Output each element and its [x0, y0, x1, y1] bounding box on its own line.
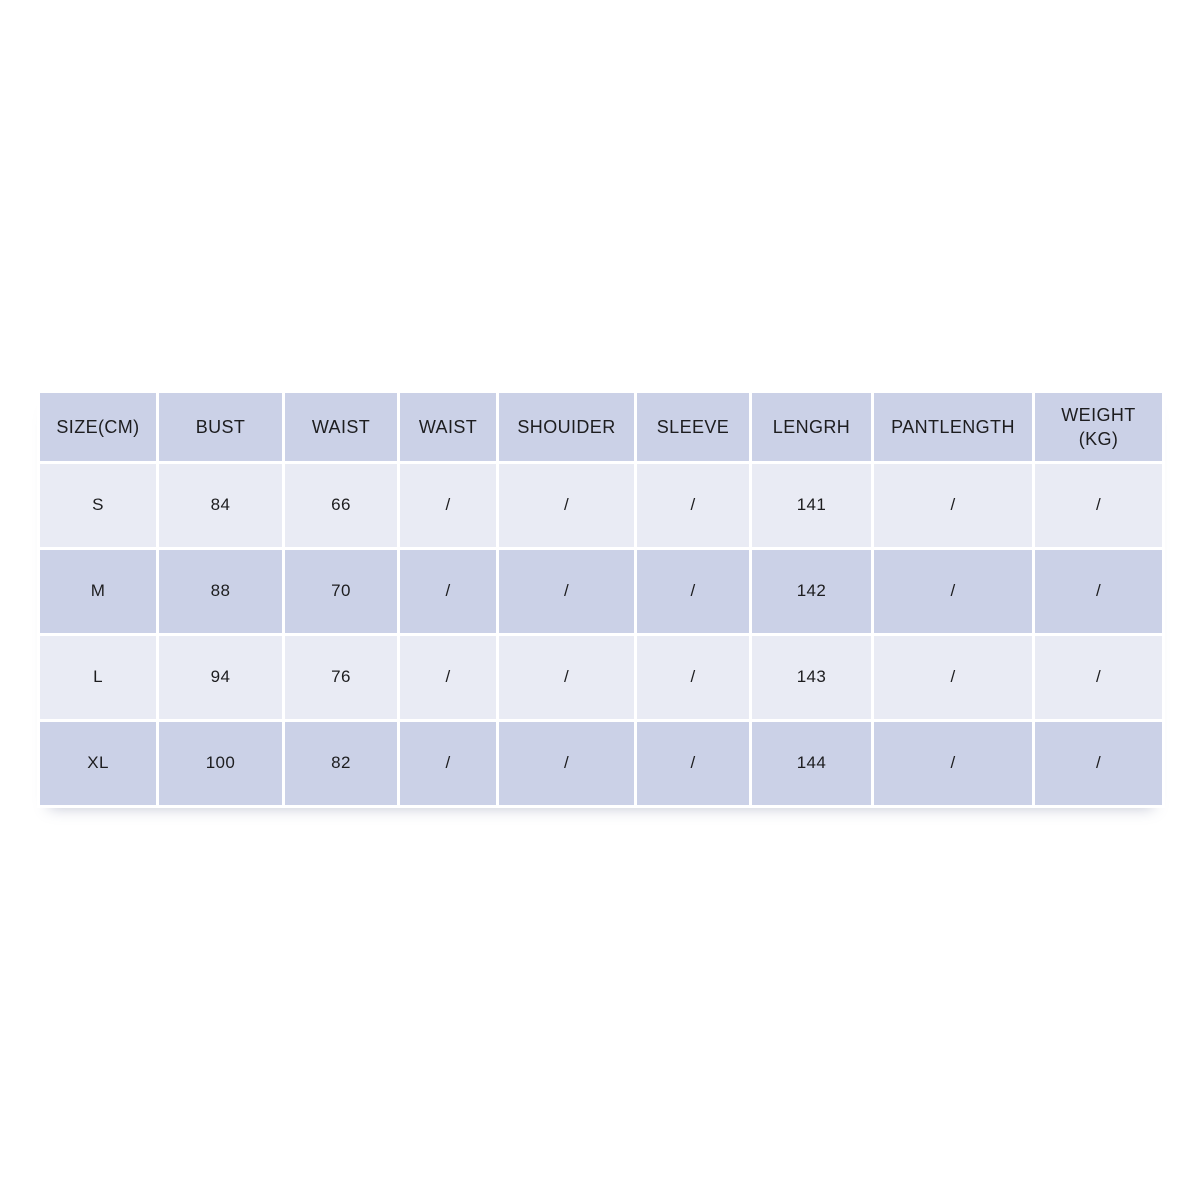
value-cell: 82 [282, 719, 400, 808]
value-cell: 143 [749, 633, 874, 722]
value-cell: 70 [282, 547, 400, 636]
value-cell: 144 [749, 719, 874, 808]
value-cell: / [496, 461, 637, 550]
header-cell-6: LENGRH [749, 390, 874, 464]
size-chart-body: S 84 66///141// M 88 70///142// L 94 76///143// X… [37, 461, 1165, 808]
header-cell-8: WEIGHT (KG) [1032, 390, 1165, 464]
value-cell: 142 [749, 547, 874, 636]
header-cell-3: WAIST [397, 390, 499, 464]
value-cell: / [397, 461, 499, 550]
size-label-cell: L [37, 633, 159, 722]
value-cell: / [496, 633, 637, 722]
value-cell: / [1032, 461, 1165, 550]
value-cell: 66 [282, 461, 400, 550]
header-cell-1: BUST [156, 390, 285, 464]
value-cell: / [871, 461, 1035, 550]
value-cell: / [397, 719, 499, 808]
size-chart-table: SIZE(CM) BUST WAIST WAIST SHOUIDER SLEEVE LENG… [37, 390, 1165, 808]
value-cell: / [634, 547, 752, 636]
value-cell: 84 [156, 461, 285, 550]
table-row-s: S 84 66///141// [37, 461, 1165, 550]
value-cell: 141 [749, 461, 874, 550]
header-cell-7: PANTLENGTH [871, 390, 1035, 464]
value-cell: / [871, 547, 1035, 636]
value-cell: / [496, 547, 637, 636]
size-chart-header: SIZE(CM) BUST WAIST WAIST SHOUIDER SLEEVE LENG… [37, 390, 1165, 464]
table-row-l: L 94 76///143// [37, 633, 1165, 722]
value-cell: 76 [282, 633, 400, 722]
value-cell: / [496, 719, 637, 808]
value-cell: / [1032, 633, 1165, 722]
value-cell: / [871, 633, 1035, 722]
value-cell: 100 [156, 719, 285, 808]
value-cell: / [634, 633, 752, 722]
size-label-cell: M [37, 547, 159, 636]
size-label-cell: S [37, 461, 159, 550]
value-cell: / [397, 633, 499, 722]
header-row: SIZE(CM) BUST WAIST WAIST SHOUIDER SLEEVE LENG… [37, 390, 1165, 464]
value-cell: 88 [156, 547, 285, 636]
header-cell-4: SHOUIDER [496, 390, 637, 464]
size-label-cell: XL [37, 719, 159, 808]
table-row-xl: XL 100 82///144// [37, 719, 1165, 808]
header-cell-2: WAIST [282, 390, 400, 464]
value-cell: / [397, 547, 499, 636]
value-cell: / [634, 719, 752, 808]
value-cell: / [1032, 547, 1165, 636]
table-row-m: M 88 70///142// [37, 547, 1165, 636]
value-cell: / [634, 461, 752, 550]
value-cell: 94 [156, 633, 285, 722]
value-cell: / [871, 719, 1035, 808]
header-cell-0: SIZE(CM) [37, 390, 159, 464]
value-cell: / [1032, 719, 1165, 808]
header-cell-5: SLEEVE [634, 390, 752, 464]
